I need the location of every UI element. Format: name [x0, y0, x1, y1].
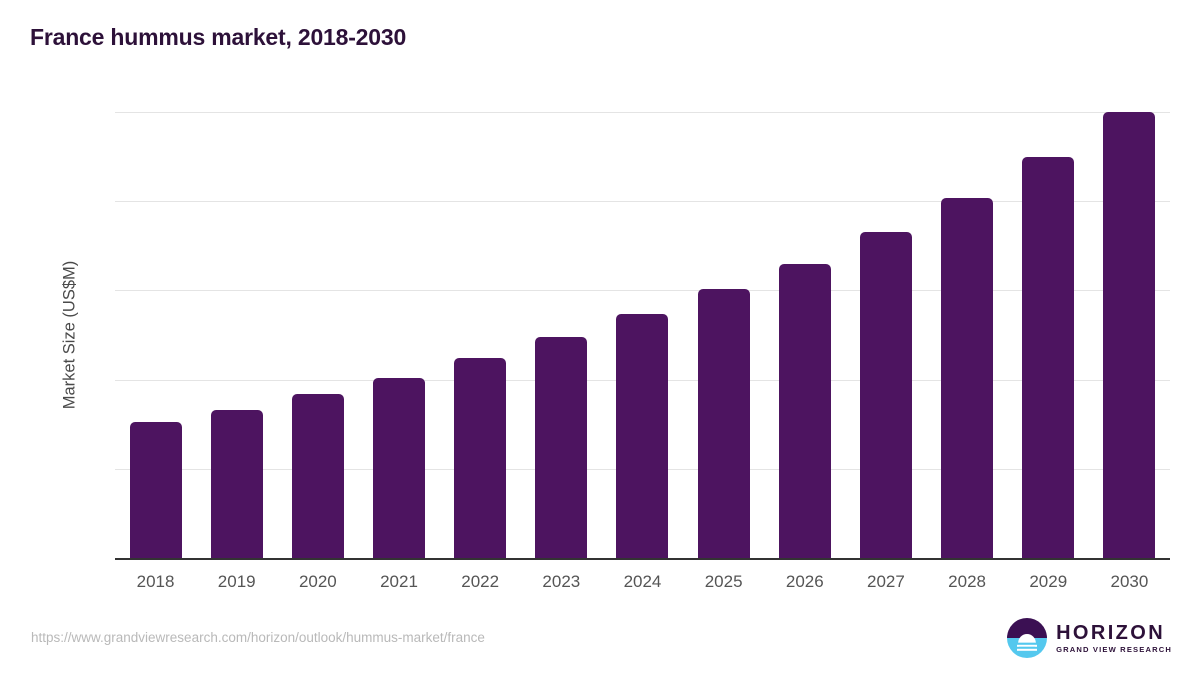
bar[interactable] — [373, 377, 426, 558]
x-axis-tick-label: 2018 — [136, 572, 175, 591]
bar-group: 2019 — [196, 112, 277, 591]
bar-group: 2026 — [764, 112, 845, 591]
bar[interactable] — [129, 422, 182, 558]
bar-group: 2023 — [521, 112, 602, 591]
x-axis-tick-label: 2023 — [542, 572, 581, 591]
x-axis-tick-label: 2024 — [623, 572, 662, 591]
x-axis-tick-label: 2028 — [948, 572, 987, 591]
bar-group: 2025 — [683, 112, 764, 591]
bar[interactable] — [697, 288, 750, 558]
bar-group: 2021 — [358, 112, 439, 591]
x-axis-tick-label: 2019 — [217, 572, 256, 591]
gridline — [115, 201, 1170, 203]
plot-area: Market Size (US$M) 050100150200250 20182… — [61, 112, 1170, 591]
logo-text: HORIZON GRAND VIEW RESEARCH — [1056, 623, 1172, 654]
bar[interactable] — [616, 313, 669, 558]
x-axis-tick-label: 2020 — [298, 572, 337, 591]
bar[interactable] — [210, 409, 263, 558]
bar[interactable] — [859, 231, 912, 558]
bar[interactable] — [1103, 112, 1156, 558]
gridline — [115, 112, 1170, 113]
horizon-sun-logo-icon — [1007, 618, 1048, 658]
bar[interactable] — [291, 393, 344, 558]
bar[interactable] — [535, 336, 588, 558]
bar-group: 2018 — [115, 112, 196, 591]
x-axis-tick-label: 2025 — [704, 572, 743, 591]
bar-group: 2027 — [845, 112, 926, 591]
bar[interactable] — [941, 197, 994, 558]
x-axis-tick-label: 2026 — [785, 572, 824, 591]
bar-group: 2020 — [277, 112, 358, 591]
x-axis-tick-label: 2030 — [1110, 572, 1149, 591]
bar[interactable] — [454, 358, 507, 558]
source-url[interactable]: https://www.grandviewresearch.com/horizo… — [31, 630, 485, 645]
bar-group: 2030 — [1089, 112, 1170, 591]
bar-group: 2028 — [927, 112, 1008, 591]
x-axis-tick-label: 2027 — [867, 572, 905, 591]
bar-series: 2018 2019 2020 2021 2022 2023 2024 2025 2026 2027… — [115, 112, 1170, 591]
bar-group: 2022 — [440, 112, 521, 591]
logo-tagline: GRAND VIEW RESEARCH — [1056, 644, 1172, 654]
x-axis-tick-label: 2021 — [380, 572, 418, 591]
x-axis-tick-label: 2022 — [461, 572, 500, 591]
bar[interactable] — [778, 263, 831, 558]
logo-wordmark: HORIZON — [1056, 621, 1166, 644]
y-axis-title: Market Size (US$M) — [60, 260, 79, 410]
bar[interactable] — [1022, 156, 1075, 558]
x-axis-line — [115, 558, 1170, 560]
gridline — [115, 290, 1170, 292]
logo: HORIZON GRAND VIEW RESEARCH — [1007, 618, 1172, 658]
page-title: France hummus market, 2018-2030 — [30, 24, 407, 50]
bar-group: 2029 — [1008, 112, 1089, 591]
x-axis-tick-label: 2029 — [1029, 572, 1068, 591]
bar-group: 2024 — [602, 112, 683, 591]
